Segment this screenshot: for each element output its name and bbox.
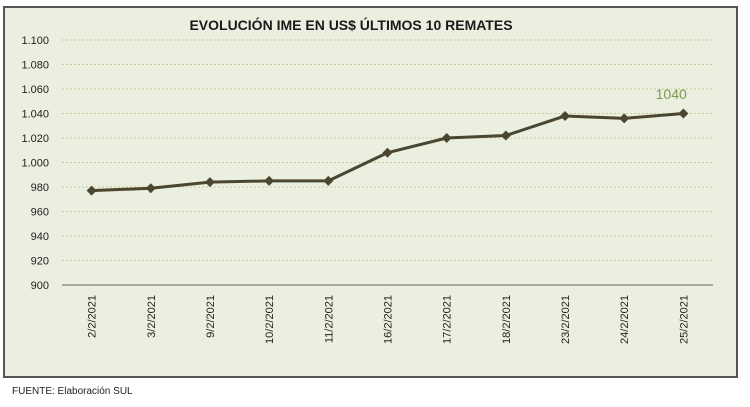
chart-frame: [3, 6, 738, 378]
y-tick-label: 1.040: [21, 109, 49, 121]
y-tick-label: 900: [31, 280, 49, 292]
y-tick-label: 1.080: [21, 60, 49, 72]
x-tick-label: 11/2/2021: [323, 295, 335, 343]
x-tick-label: 17/2/2021: [442, 295, 454, 344]
y-tick-label: 960: [31, 207, 49, 219]
x-tick-label: 18/2/2021: [501, 295, 513, 344]
data-point-marker: [678, 108, 689, 119]
data-point-marker: [204, 177, 215, 188]
data-point-marker: [500, 130, 511, 141]
data-point-marker: [619, 113, 630, 124]
source-footer: FUENTE: Elaboración SUL: [12, 386, 133, 397]
y-tick-label: 940: [31, 231, 49, 243]
y-tick-label: 980: [31, 182, 49, 194]
y-tick-label: 1.060: [21, 84, 49, 96]
data-point-marker: [441, 133, 452, 143]
x-tick-label: 16/2/2021: [383, 295, 395, 344]
x-tick-label: 9/2/2021: [205, 295, 217, 338]
data-point-marker: [145, 183, 156, 194]
data-point-marker: [323, 175, 334, 186]
x-tick-label: 23/2/2021: [560, 295, 572, 344]
data-label-annotation: 1040: [656, 86, 687, 102]
data-point-marker: [86, 185, 97, 196]
chart-title: EVOLUCIÓN IME EN US$ ÚLTIMOS 10 REMATES: [189, 17, 513, 33]
x-tick-label: 10/2/2021: [264, 295, 276, 344]
y-tick-label: 1.100: [21, 35, 49, 47]
data-point-marker: [382, 147, 393, 158]
y-tick-label: 920: [31, 256, 49, 268]
x-tick-label: 25/2/2021: [678, 295, 690, 344]
y-tick-label: 1.020: [21, 133, 49, 145]
x-tick-label: 3/2/2021: [146, 295, 158, 338]
x-tick-label: 24/2/2021: [619, 295, 631, 344]
data-point-marker: [264, 175, 275, 186]
data-point-marker: [560, 110, 571, 121]
x-tick-label: 2/2/2021: [87, 295, 99, 338]
y-tick-label: 1.000: [21, 158, 49, 170]
